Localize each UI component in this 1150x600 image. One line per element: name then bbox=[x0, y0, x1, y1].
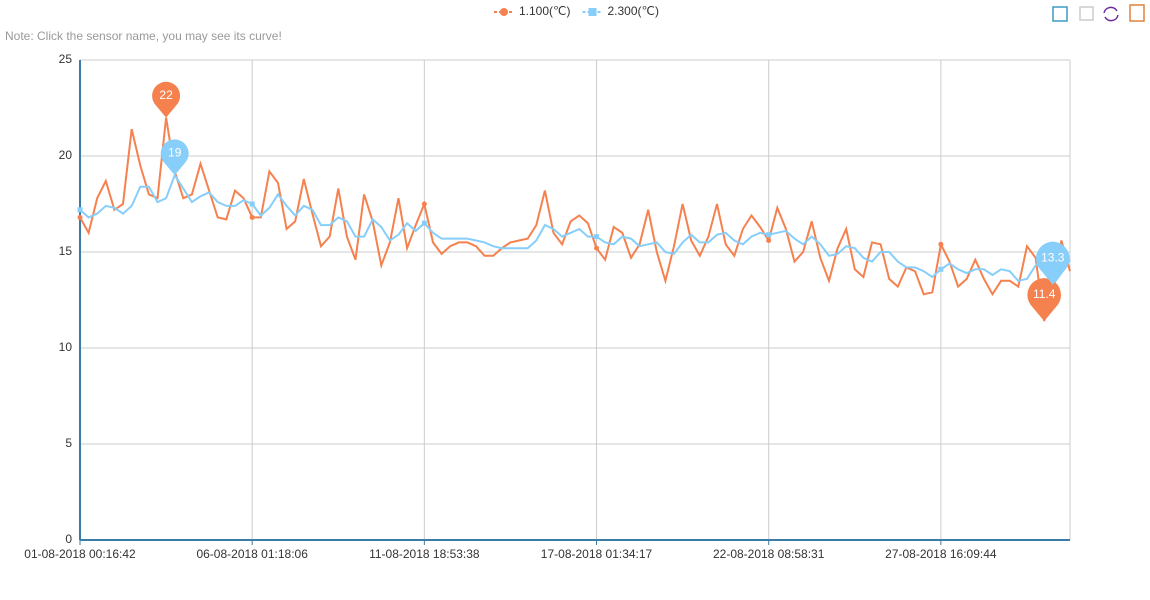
point bbox=[766, 232, 772, 238]
mark-pin bbox=[160, 139, 189, 176]
x-tick-label: 17-08-2018 01:34:17 bbox=[541, 547, 653, 561]
x-tick-label: 11-08-2018 18:53:38 bbox=[369, 547, 480, 561]
legend-symbol bbox=[588, 8, 597, 16]
point bbox=[249, 214, 255, 220]
legend-label: 1.100(℃) bbox=[519, 4, 571, 18]
legend-symbol bbox=[500, 8, 508, 16]
point bbox=[249, 201, 255, 207]
zoom-icon[interactable] bbox=[1052, 6, 1068, 22]
mark-pin bbox=[1035, 241, 1070, 285]
point bbox=[594, 245, 600, 251]
mark-pin-label: 11.4 bbox=[1033, 287, 1056, 301]
y-tick-label: 15 bbox=[59, 244, 73, 258]
point bbox=[766, 237, 772, 243]
y-tick-label: 10 bbox=[59, 340, 73, 354]
mark-pin-label: 13.3 bbox=[1041, 250, 1065, 264]
zoom-reset-icon[interactable] bbox=[1079, 6, 1094, 21]
x-tick-label: 01-08-2018 00:16:42 bbox=[24, 547, 136, 561]
point bbox=[594, 234, 600, 240]
point bbox=[421, 220, 427, 226]
restore-icon[interactable] bbox=[1103, 6, 1119, 22]
y-tick-label: 0 bbox=[65, 532, 72, 546]
series-line bbox=[79, 172, 1071, 287]
legend-item[interactable]: 2.300(℃) bbox=[582, 4, 660, 18]
point bbox=[77, 214, 83, 220]
legend-item[interactable]: 1.100(℃) bbox=[494, 4, 571, 18]
toolbox[interactable] bbox=[1052, 4, 1145, 22]
save-icon[interactable] bbox=[1129, 4, 1145, 22]
mark-pin bbox=[152, 81, 181, 118]
note: Note: Click the sensor name, you may see… bbox=[5, 29, 282, 43]
legend-label: 2.300(℃) bbox=[608, 4, 660, 18]
x-tick-label: 27-08-2018 16:09:44 bbox=[885, 547, 997, 561]
x-tick-label: 06-08-2018 01:18:06 bbox=[196, 547, 308, 561]
y-tick-label: 25 bbox=[59, 52, 73, 66]
x-tick-label: 22-08-2018 08:58:31 bbox=[713, 547, 825, 561]
point bbox=[938, 266, 944, 272]
point bbox=[421, 201, 427, 207]
point bbox=[77, 207, 83, 213]
mark-pin-label: 19 bbox=[168, 145, 182, 159]
y-tick-label: 5 bbox=[65, 436, 72, 450]
y-tick-label: 20 bbox=[59, 148, 73, 162]
point bbox=[938, 241, 944, 247]
mark-pin-label: 22 bbox=[159, 88, 173, 102]
series-line bbox=[79, 117, 1071, 322]
mark-pin bbox=[1027, 278, 1061, 322]
